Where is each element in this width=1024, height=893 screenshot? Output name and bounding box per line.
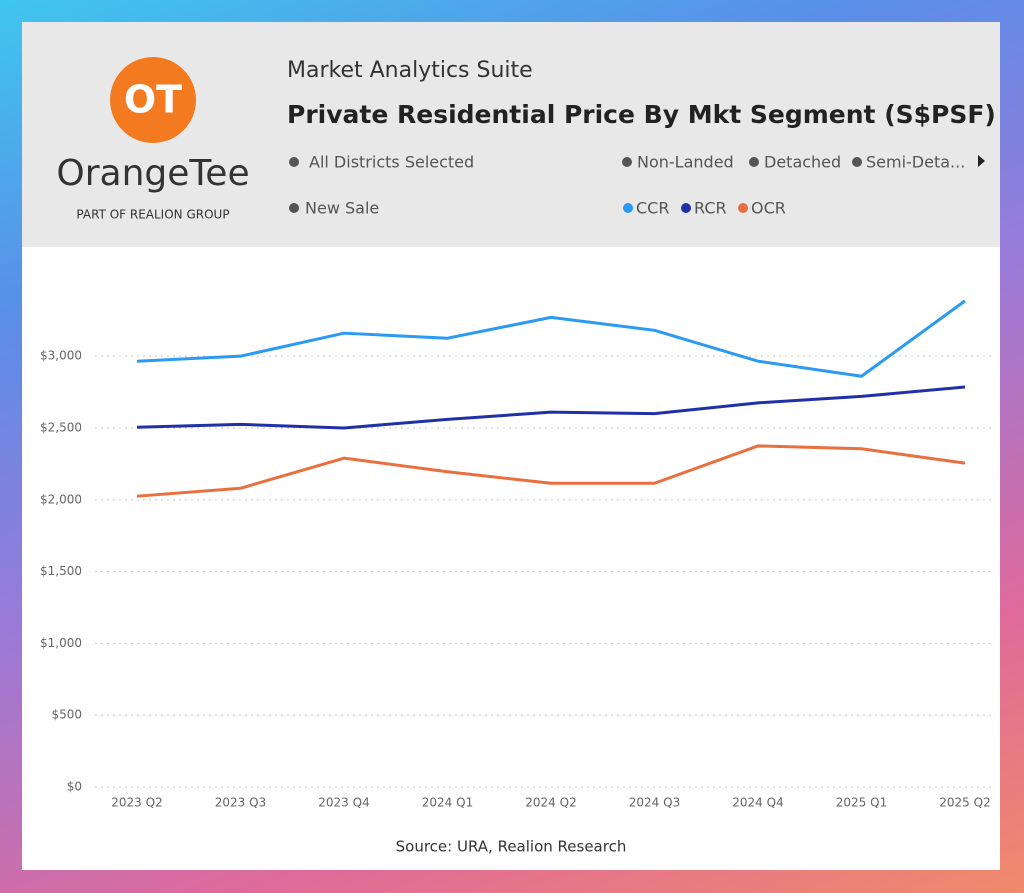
- legend-label: OCR: [751, 199, 786, 218]
- logo-mark: OT: [124, 78, 182, 122]
- x-tick-label: 2023 Q4: [318, 796, 369, 810]
- filter[interactable]: Detached: [764, 153, 841, 172]
- y-tick-label: $500: [51, 708, 82, 722]
- y-tick-label: $0: [67, 780, 82, 794]
- series-line: [136, 385, 966, 430]
- x-tick-label: 2025 Q2: [939, 796, 990, 810]
- scroll-arrow[interactable]: [978, 155, 985, 167]
- filter[interactable]: Non-Landed: [637, 153, 734, 172]
- x-tick-label: 2024 Q1: [422, 796, 473, 810]
- brand: OrangeTee: [56, 153, 249, 194]
- x-tick-label: 2024 Q2: [525, 796, 576, 810]
- filter-dot: [289, 157, 299, 167]
- filter[interactable]: All Districts Selected: [309, 153, 474, 172]
- legend-dot: [738, 203, 748, 213]
- filter-dot: [289, 203, 299, 213]
- source-note: Source: URA, Realion Research: [396, 838, 627, 856]
- header-panel: [22, 22, 1000, 247]
- y-tick-label: $1,000: [40, 636, 82, 650]
- y-tick-label: $3,000: [40, 349, 82, 363]
- filter[interactable]: Semi-Deta...: [866, 153, 965, 172]
- filter-dot: [622, 157, 632, 167]
- filter-dot: [852, 157, 862, 167]
- logo-circle: [110, 57, 196, 143]
- suite-title: Market Analytics Suite: [287, 58, 533, 83]
- filter[interactable]: New Sale: [305, 199, 379, 218]
- legend-label: RCR: [694, 199, 727, 218]
- legend-label: CCR: [636, 199, 669, 218]
- y-tick-label: $2,500: [40, 420, 82, 434]
- chart-title: Private Residential Price By Mkt Segment…: [287, 100, 996, 129]
- x-tick-label: 2024 Q4: [732, 796, 783, 810]
- legend-dot: [681, 203, 691, 213]
- series-line: [136, 444, 966, 498]
- y-tick-label: $2,000: [40, 492, 82, 506]
- legend-dot: [623, 203, 633, 213]
- y-tick-label: $1,500: [40, 564, 82, 578]
- x-tick-label: 2025 Q1: [836, 796, 887, 810]
- x-tick-label: 2023 Q2: [111, 796, 162, 810]
- series-line: [136, 299, 966, 378]
- x-tick-label: 2023 Q3: [215, 796, 266, 810]
- tagline: PART OF REALION GROUP: [76, 208, 229, 222]
- filter-dot: [749, 157, 759, 167]
- x-tick-label: 2024 Q3: [629, 796, 680, 810]
